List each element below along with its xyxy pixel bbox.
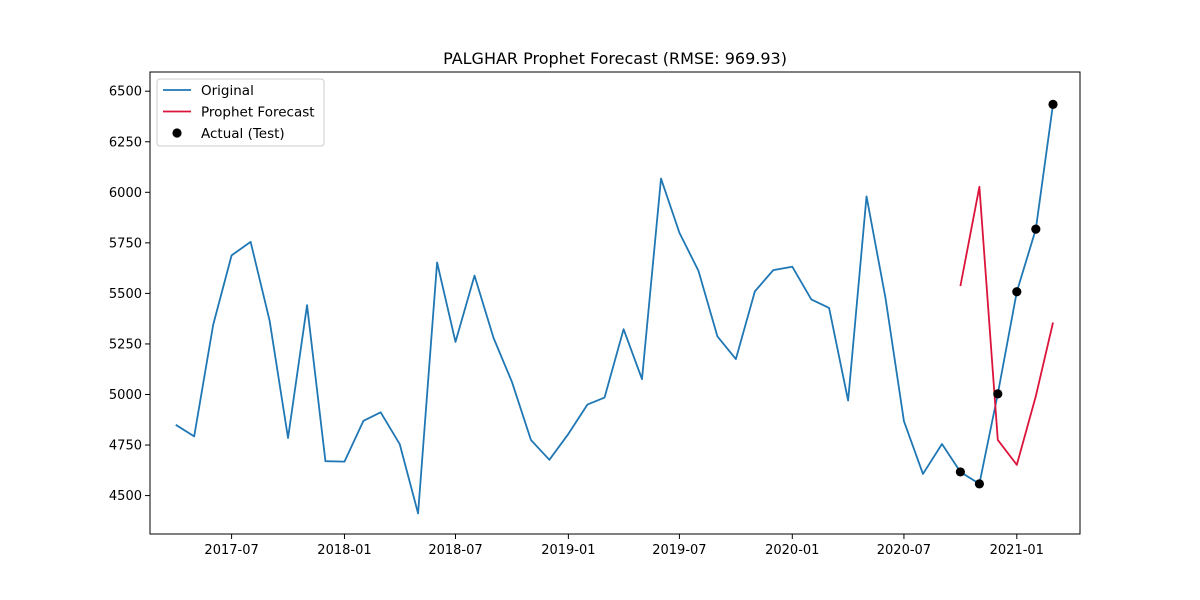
series-line-1 xyxy=(959,185,1054,466)
x-tick-label: 2020-07 xyxy=(877,543,931,558)
plot-frame xyxy=(149,71,1081,535)
y-tick-label: 6250 xyxy=(109,135,142,150)
y-tick-label: 6000 xyxy=(109,186,142,201)
data-point xyxy=(1031,224,1041,234)
y-tick-label: 4750 xyxy=(109,439,142,454)
legend-entry: Actual (Test) xyxy=(201,126,285,142)
axes-layer: 2017-07 2018-01 2018-07 2019-01 2019-07 2020-… xyxy=(109,85,1044,558)
legend: Original Prophet Forecast Actual (Test) xyxy=(156,78,325,147)
legend-box xyxy=(156,78,325,147)
x-tick-label: 2017-07 xyxy=(204,543,258,558)
legend-entry: Original xyxy=(201,83,254,99)
legend-swatch-marker xyxy=(172,128,182,138)
x-tick-label: 2018-01 xyxy=(317,543,371,558)
x-tick-label: 2019-01 xyxy=(541,543,595,558)
x-tick-label: 2021-01 xyxy=(990,543,1044,558)
y-tick-label: 6500 xyxy=(109,85,142,100)
plot-layer xyxy=(175,99,1058,515)
x-tick-label: 2020-01 xyxy=(765,543,819,558)
legend-entry: Prophet Forecast xyxy=(201,105,315,121)
data-point xyxy=(1048,99,1058,109)
data-point xyxy=(955,467,965,477)
y-tick-label: 5250 xyxy=(109,337,142,352)
y-tick-label: 5000 xyxy=(109,388,142,403)
x-tick-label: 2018-07 xyxy=(428,543,482,558)
series-line-0 xyxy=(175,104,1054,515)
data-point xyxy=(993,389,1003,399)
x-tick-label: 2019-07 xyxy=(652,543,706,558)
data-point xyxy=(1012,287,1022,297)
chart-title: PALGHAR Prophet Forecast (RMSE: 969.93) xyxy=(443,49,787,68)
data-point xyxy=(974,479,984,489)
y-tick-label: 4500 xyxy=(109,489,142,504)
y-tick-label: 5500 xyxy=(109,287,142,302)
y-tick-label: 5750 xyxy=(109,236,142,251)
